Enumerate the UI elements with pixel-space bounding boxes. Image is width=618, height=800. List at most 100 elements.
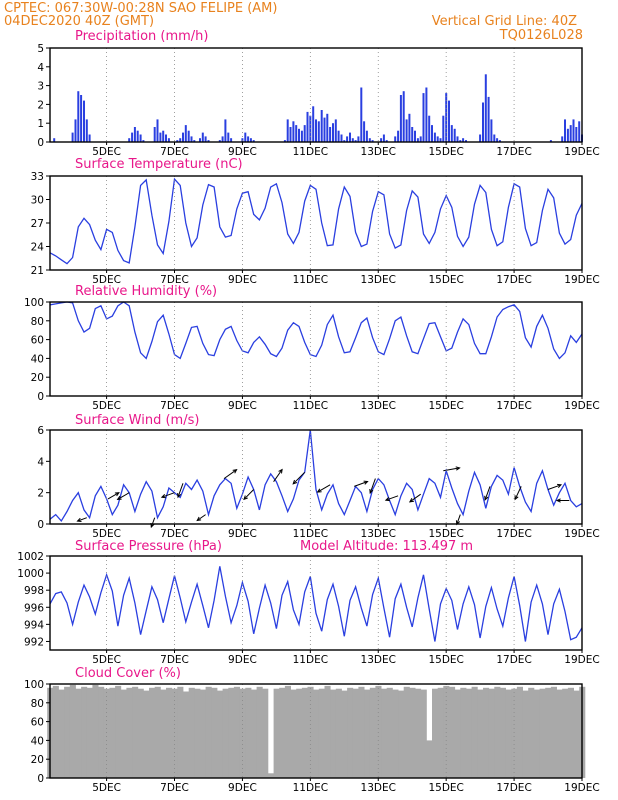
precip-bar <box>162 130 165 142</box>
cloud-bar <box>415 688 422 778</box>
model-altitude: Model Altitude: 113.497 m <box>300 539 473 554</box>
temperature-title: Surface Temperature (nC) <box>75 157 243 172</box>
wind-arrow-head <box>177 493 182 499</box>
y-tick-label: 996 <box>24 602 44 614</box>
wind-arrow <box>107 492 120 500</box>
precip-bar <box>422 93 425 142</box>
x-tick-label: 5DEC <box>92 654 121 666</box>
station-header: CPTEC: 067:30W-00:28N SAO FELIPE (AM) <box>4 1 277 16</box>
cloud-bar <box>528 687 535 778</box>
precip-bar <box>414 130 416 142</box>
cloud-bar <box>324 685 331 778</box>
precip-bar <box>249 138 252 142</box>
precip-bar <box>450 125 453 142</box>
cloud-bar <box>200 689 207 778</box>
cloud-bar <box>149 687 156 778</box>
y-tick-label: 0 <box>37 773 44 785</box>
wind-arrow <box>223 469 237 480</box>
cloud-bar <box>347 687 354 778</box>
wind-arrow-head <box>243 495 248 501</box>
cloud-bar <box>471 686 478 778</box>
x-tick-label: 11DEC <box>293 782 328 794</box>
cloud-bar <box>545 687 552 778</box>
precip-bar <box>77 91 80 142</box>
precip-bar <box>312 106 315 142</box>
wind-arrow <box>273 469 283 482</box>
y-tick-label: 20 <box>31 372 44 384</box>
precip-bar <box>221 136 224 142</box>
cloud-bar <box>477 689 484 778</box>
precip-bar <box>317 121 320 142</box>
cloud-bar <box>318 688 325 778</box>
temperature-panel: Surface Temperature (nC) 21 24 27 30 33 5DEC 7… <box>31 157 600 286</box>
run-id: TQ0126L028 <box>499 28 583 43</box>
x-tick-label: 15DEC <box>428 274 463 286</box>
wind-arrow-head <box>557 483 563 489</box>
precip-bar <box>193 140 196 142</box>
precip-bar <box>493 134 496 142</box>
cloud-bar <box>409 687 416 778</box>
cloud-bar <box>511 688 518 778</box>
precip-bar <box>323 117 326 142</box>
precip-bar <box>300 130 303 142</box>
cloud-bar <box>64 686 71 778</box>
wind-arrow-head <box>292 479 298 485</box>
plot-frame <box>49 301 583 397</box>
precip-bar <box>346 136 349 142</box>
precip-bar <box>283 140 286 142</box>
precip-bar <box>153 127 156 142</box>
cloud-bar <box>494 686 501 778</box>
precip-bar <box>566 128 569 142</box>
cloud-bar <box>154 686 161 778</box>
cloud-bar <box>381 688 388 778</box>
x-tick-label: 5DEC <box>92 782 121 794</box>
cloud-bar <box>358 686 365 778</box>
x-tick-label: 7DEC <box>160 528 189 540</box>
precip-bar <box>343 140 346 142</box>
x-tick-label: 9DEC <box>228 654 257 666</box>
precip-bar <box>201 132 204 142</box>
y-tick-label: 30 <box>31 195 44 207</box>
wind-arrow <box>317 484 331 493</box>
wind-arrow-head <box>76 517 82 522</box>
precip-bar <box>230 138 233 142</box>
precip-bar <box>142 140 145 142</box>
x-tick-label: 15DEC <box>428 654 463 666</box>
cloud-bar <box>550 686 557 778</box>
precip-bar <box>88 134 91 142</box>
y-tick-label: 4 <box>37 456 44 468</box>
precip-bar <box>131 132 134 142</box>
x-tick-label: 5DEC <box>92 146 121 158</box>
x-tick-label: 19DEC <box>564 400 599 412</box>
wind-arrow <box>514 486 522 500</box>
x-tick-label: 15DEC <box>428 782 463 794</box>
cloud-title: Cloud Cover (%) <box>75 666 181 681</box>
cloud-bar <box>211 687 218 778</box>
cloud-bar <box>562 688 569 778</box>
precip-bar <box>159 132 162 142</box>
wind-arrow-head <box>384 497 390 502</box>
wind-line <box>49 429 583 522</box>
cloud-bar <box>228 687 235 778</box>
wind-arrow-head <box>369 488 374 495</box>
cloud-bar <box>166 687 173 778</box>
cloud-bar <box>245 687 252 778</box>
precip-bar <box>425 87 428 142</box>
cloud-bar <box>137 688 144 778</box>
precip-bar <box>439 138 442 142</box>
precip-bar <box>564 119 566 142</box>
x-tick-label: 17DEC <box>496 528 531 540</box>
cloud-bar <box>284 685 291 778</box>
precip-bar <box>408 113 411 142</box>
cloud-bar <box>75 688 82 778</box>
precip-bar <box>292 121 295 142</box>
precip-bar <box>442 115 445 142</box>
pressure-line <box>49 566 583 642</box>
wind-arrow <box>385 495 399 501</box>
precip-bar <box>402 91 405 142</box>
humidity-panel: Relative Humidity (%) 0 20 40 60 80 100 5DEC 7D… <box>24 284 600 412</box>
cloud-bar <box>143 690 150 778</box>
cloud-panel: Cloud Cover (%) 0 20 40 60 80 100 5DEC 7DEC 9DEC… <box>24 666 600 794</box>
pressure-title: Surface Pressure (hPa) <box>75 539 222 554</box>
y-tick-label: 992 <box>24 636 44 648</box>
